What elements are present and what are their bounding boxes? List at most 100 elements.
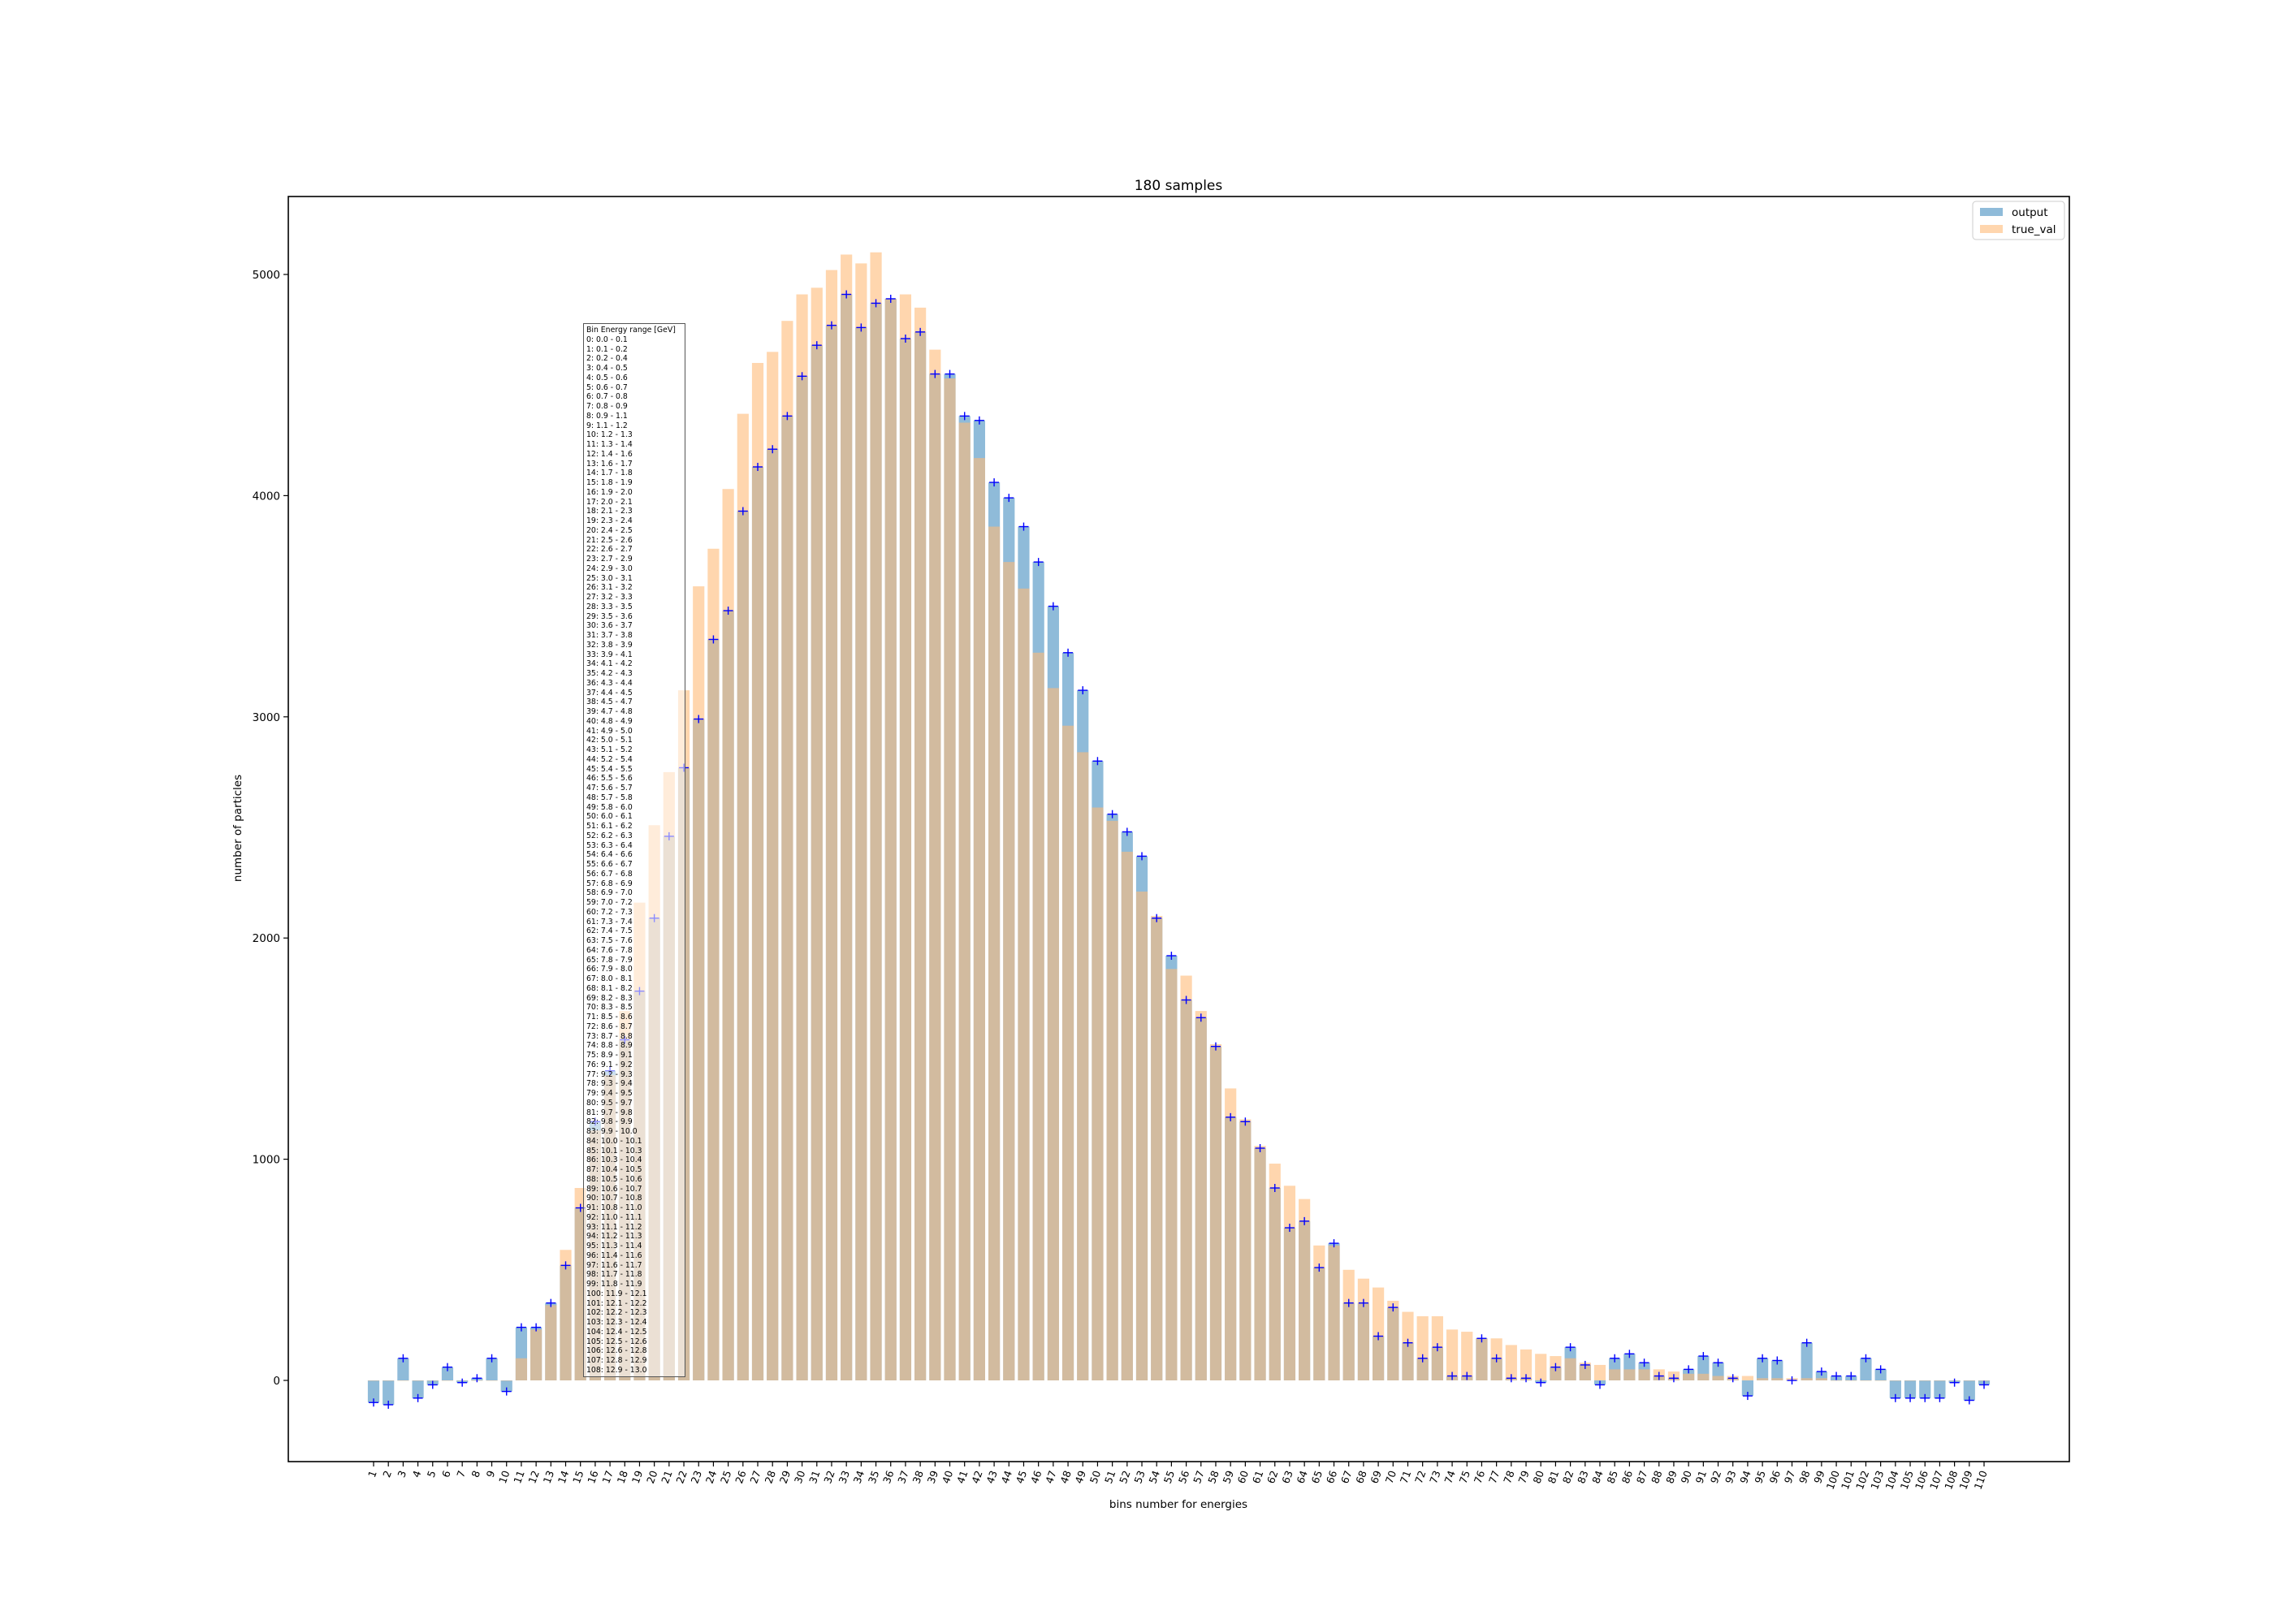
energy-range-item: 72: 8.6 - 8.7 <box>586 1021 633 1031</box>
bar-output <box>1801 1342 1813 1380</box>
bar-true-val <box>825 270 838 1380</box>
energy-range-item: 63: 7.5 - 7.6 <box>586 936 633 945</box>
energy-range-item: 50: 6.0 - 6.1 <box>586 812 633 822</box>
bar-true-val <box>1505 1345 1517 1380</box>
bar-true-val <box>988 526 1001 1380</box>
x-tick-label: 25 <box>718 1469 734 1485</box>
energy-range-item: 49: 5.8 - 6.0 <box>586 802 633 812</box>
x-tick-label: 93 <box>1723 1469 1739 1485</box>
x-tick-label: 1 <box>365 1469 379 1479</box>
energy-range-item: 69: 8.2 - 8.3 <box>586 993 633 1003</box>
bar-true-val <box>1121 851 1133 1380</box>
energy-range-item: 94: 11.2 - 11.3 <box>586 1232 642 1242</box>
energy-range-item: 9: 1.1 - 1.2 <box>586 421 628 430</box>
x-tick-label: 10 <box>496 1469 512 1485</box>
energy-range-item: 105: 12.5 - 12.6 <box>586 1337 647 1346</box>
bar-true-val <box>1771 1378 1783 1380</box>
bar-output <box>383 1380 395 1405</box>
x-tick-label: 74 <box>1442 1469 1458 1485</box>
x-tick-label: 2 <box>380 1469 394 1479</box>
energy-range-item: 23: 2.7 - 2.9 <box>586 555 633 564</box>
x-tick-label: 79 <box>1515 1469 1532 1485</box>
bar-true-val <box>1874 1380 1887 1381</box>
energy-range-item: 18: 2.1 - 2.3 <box>586 507 633 516</box>
energy-range-item: 42: 5.0 - 5.1 <box>586 736 633 745</box>
x-tick-label: 81 <box>1546 1469 1562 1485</box>
energy-range-item: 70: 8.3 - 8.5 <box>586 1003 633 1013</box>
energy-range-item: 31: 3.7 - 3.8 <box>586 631 633 640</box>
x-tick-label: 95 <box>1752 1469 1768 1485</box>
x-tick-label: 57 <box>1191 1469 1207 1485</box>
y-tick-label: 0 <box>273 1375 280 1388</box>
x-tick-label: 38 <box>910 1469 926 1485</box>
legend-swatch-true-val <box>1980 225 2003 233</box>
energy-range-item: 80: 9.5 - 9.7 <box>586 1098 633 1108</box>
x-tick-label: 12 <box>525 1469 542 1485</box>
x-tick-label: 17 <box>599 1469 616 1485</box>
x-tick-label: 51 <box>1102 1469 1118 1485</box>
bar-true-val <box>1845 1380 1857 1381</box>
bar-true-val <box>944 378 956 1380</box>
x-tick-label: 31 <box>806 1469 823 1485</box>
energy-range-item: 58: 6.9 - 7.0 <box>586 888 633 898</box>
x-tick-label: 36 <box>880 1469 897 1485</box>
bar-true-val <box>1801 1378 1813 1380</box>
energy-range-item: 77: 9.2 - 9.3 <box>586 1069 633 1079</box>
energy-range-item: 102: 12.2 - 12.3 <box>586 1308 647 1318</box>
energy-range-item: 29: 3.5 - 3.6 <box>586 611 633 621</box>
bar-true-val <box>1106 820 1118 1380</box>
bar-true-val <box>1683 1373 1695 1380</box>
bar-true-val <box>1195 1011 1207 1380</box>
bar-true-val <box>1165 969 1178 1380</box>
x-tick-label: 29 <box>777 1469 793 1485</box>
energy-range-item: 34: 4.1 - 4.2 <box>586 659 633 669</box>
energy-range-title: Bin Energy range [GeV] <box>586 326 676 335</box>
x-tick-label: 63 <box>1279 1469 1295 1485</box>
bar-true-val <box>767 352 779 1381</box>
energy-range-item: 97: 11.6 - 11.7 <box>586 1260 642 1270</box>
energy-range-item: 96: 11.4 - 11.6 <box>586 1250 642 1260</box>
energy-range-item: 66: 7.9 - 8.0 <box>586 965 633 974</box>
energy-range-item: 88: 10.5 - 10.6 <box>586 1174 642 1184</box>
energy-range-item: 83: 9.9 - 10.0 <box>586 1127 638 1136</box>
bar-true-val <box>426 1380 439 1381</box>
energy-range-item: 20: 2.4 - 2.5 <box>586 525 633 535</box>
bar-true-val <box>486 1380 498 1381</box>
bar-true-val <box>1461 1332 1473 1380</box>
energy-range-item: 39: 4.7 - 4.8 <box>586 707 633 716</box>
energy-range-item: 64: 7.6 - 7.8 <box>586 945 633 955</box>
y-tick-label: 3000 <box>253 711 280 724</box>
bar-true-val <box>515 1358 528 1380</box>
bar-true-val <box>1860 1380 1872 1381</box>
energy-range-item: 10: 1.2 - 1.3 <box>586 430 633 440</box>
x-tick-label: 7 <box>454 1469 468 1479</box>
energy-range-item: 2: 0.2 - 0.4 <box>586 354 628 364</box>
bar-true-val <box>870 252 882 1380</box>
x-tick-label: 11 <box>511 1469 527 1485</box>
x-tick-label: 4 <box>410 1469 424 1479</box>
energy-range-item: 1: 0.1 - 0.2 <box>586 344 628 354</box>
bar-true-val <box>1830 1380 1843 1381</box>
bar-true-val <box>1609 1369 1621 1380</box>
energy-range-item: 57: 6.8 - 6.9 <box>586 879 633 888</box>
bar-output <box>441 1367 454 1380</box>
x-tick-label: 66 <box>1324 1469 1340 1485</box>
energy-range-item: 36: 4.3 - 4.4 <box>586 678 633 688</box>
x-tick-label: 69 <box>1368 1469 1384 1485</box>
energy-range-item: 59: 7.0 - 7.2 <box>586 898 633 907</box>
energy-range-item: 81: 9.7 - 9.8 <box>586 1108 633 1117</box>
x-tick-label: 85 <box>1604 1469 1620 1485</box>
energy-range-list: 0: 0.0 - 0.1 1: 0.1 - 0.2 2: 0.2 - 0.4 3: 0… <box>586 335 682 1376</box>
bar-true-val <box>1254 1146 1266 1380</box>
bar-output <box>412 1380 424 1398</box>
bar-output <box>1904 1380 1917 1398</box>
bar-true-val <box>914 307 927 1380</box>
x-tick-label: 99 <box>1811 1469 1827 1485</box>
energy-range-item: 62: 7.4 - 7.5 <box>586 926 633 936</box>
x-tick-label: 40 <box>940 1469 956 1485</box>
bar-output <box>1919 1380 1931 1398</box>
bar-true-val <box>1180 975 1192 1380</box>
energy-range-item: 90: 10.7 - 10.8 <box>586 1194 642 1203</box>
energy-range-item: 48: 5.7 - 5.8 <box>586 793 633 802</box>
energy-range-item: 78: 9.3 - 9.4 <box>586 1079 633 1089</box>
